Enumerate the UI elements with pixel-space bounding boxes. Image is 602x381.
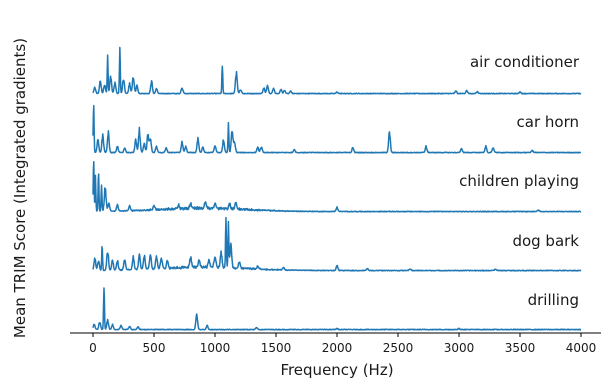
- x-tick-label: 3000: [444, 341, 475, 355]
- series-label: air conditioner: [470, 53, 580, 71]
- series-label: drilling: [528, 291, 579, 309]
- x-tick-label: 0: [89, 341, 97, 355]
- series-trace: [92, 104, 582, 154]
- series-trace: [92, 216, 582, 272]
- series-trace: [92, 46, 582, 95]
- x-axis-title: Frequency (Hz): [280, 361, 393, 379]
- series-traces: [92, 46, 582, 331]
- series-label: dog bark: [512, 232, 579, 250]
- x-tick-label: 4000: [566, 341, 597, 355]
- x-axis-ticks: 0 500 1000 1500 2000 2500 3000 3500 4000: [89, 333, 596, 355]
- series-trace: [92, 160, 582, 213]
- x-tick-label: 3500: [505, 341, 536, 355]
- series-labels: air conditioner car horn children playing d…: [459, 53, 580, 309]
- x-tick-label: 500: [143, 341, 166, 355]
- series-label: car horn: [517, 113, 579, 131]
- series-label: children playing: [459, 172, 579, 190]
- x-tick-label: 2500: [383, 341, 414, 355]
- x-tick-label: 1000: [200, 341, 231, 355]
- series-trace: [92, 287, 582, 331]
- x-tick-label: 1500: [261, 341, 292, 355]
- x-tick-label: 2000: [322, 341, 353, 355]
- y-axis-title: Mean TRIM Score (Integrated gradients): [11, 38, 29, 338]
